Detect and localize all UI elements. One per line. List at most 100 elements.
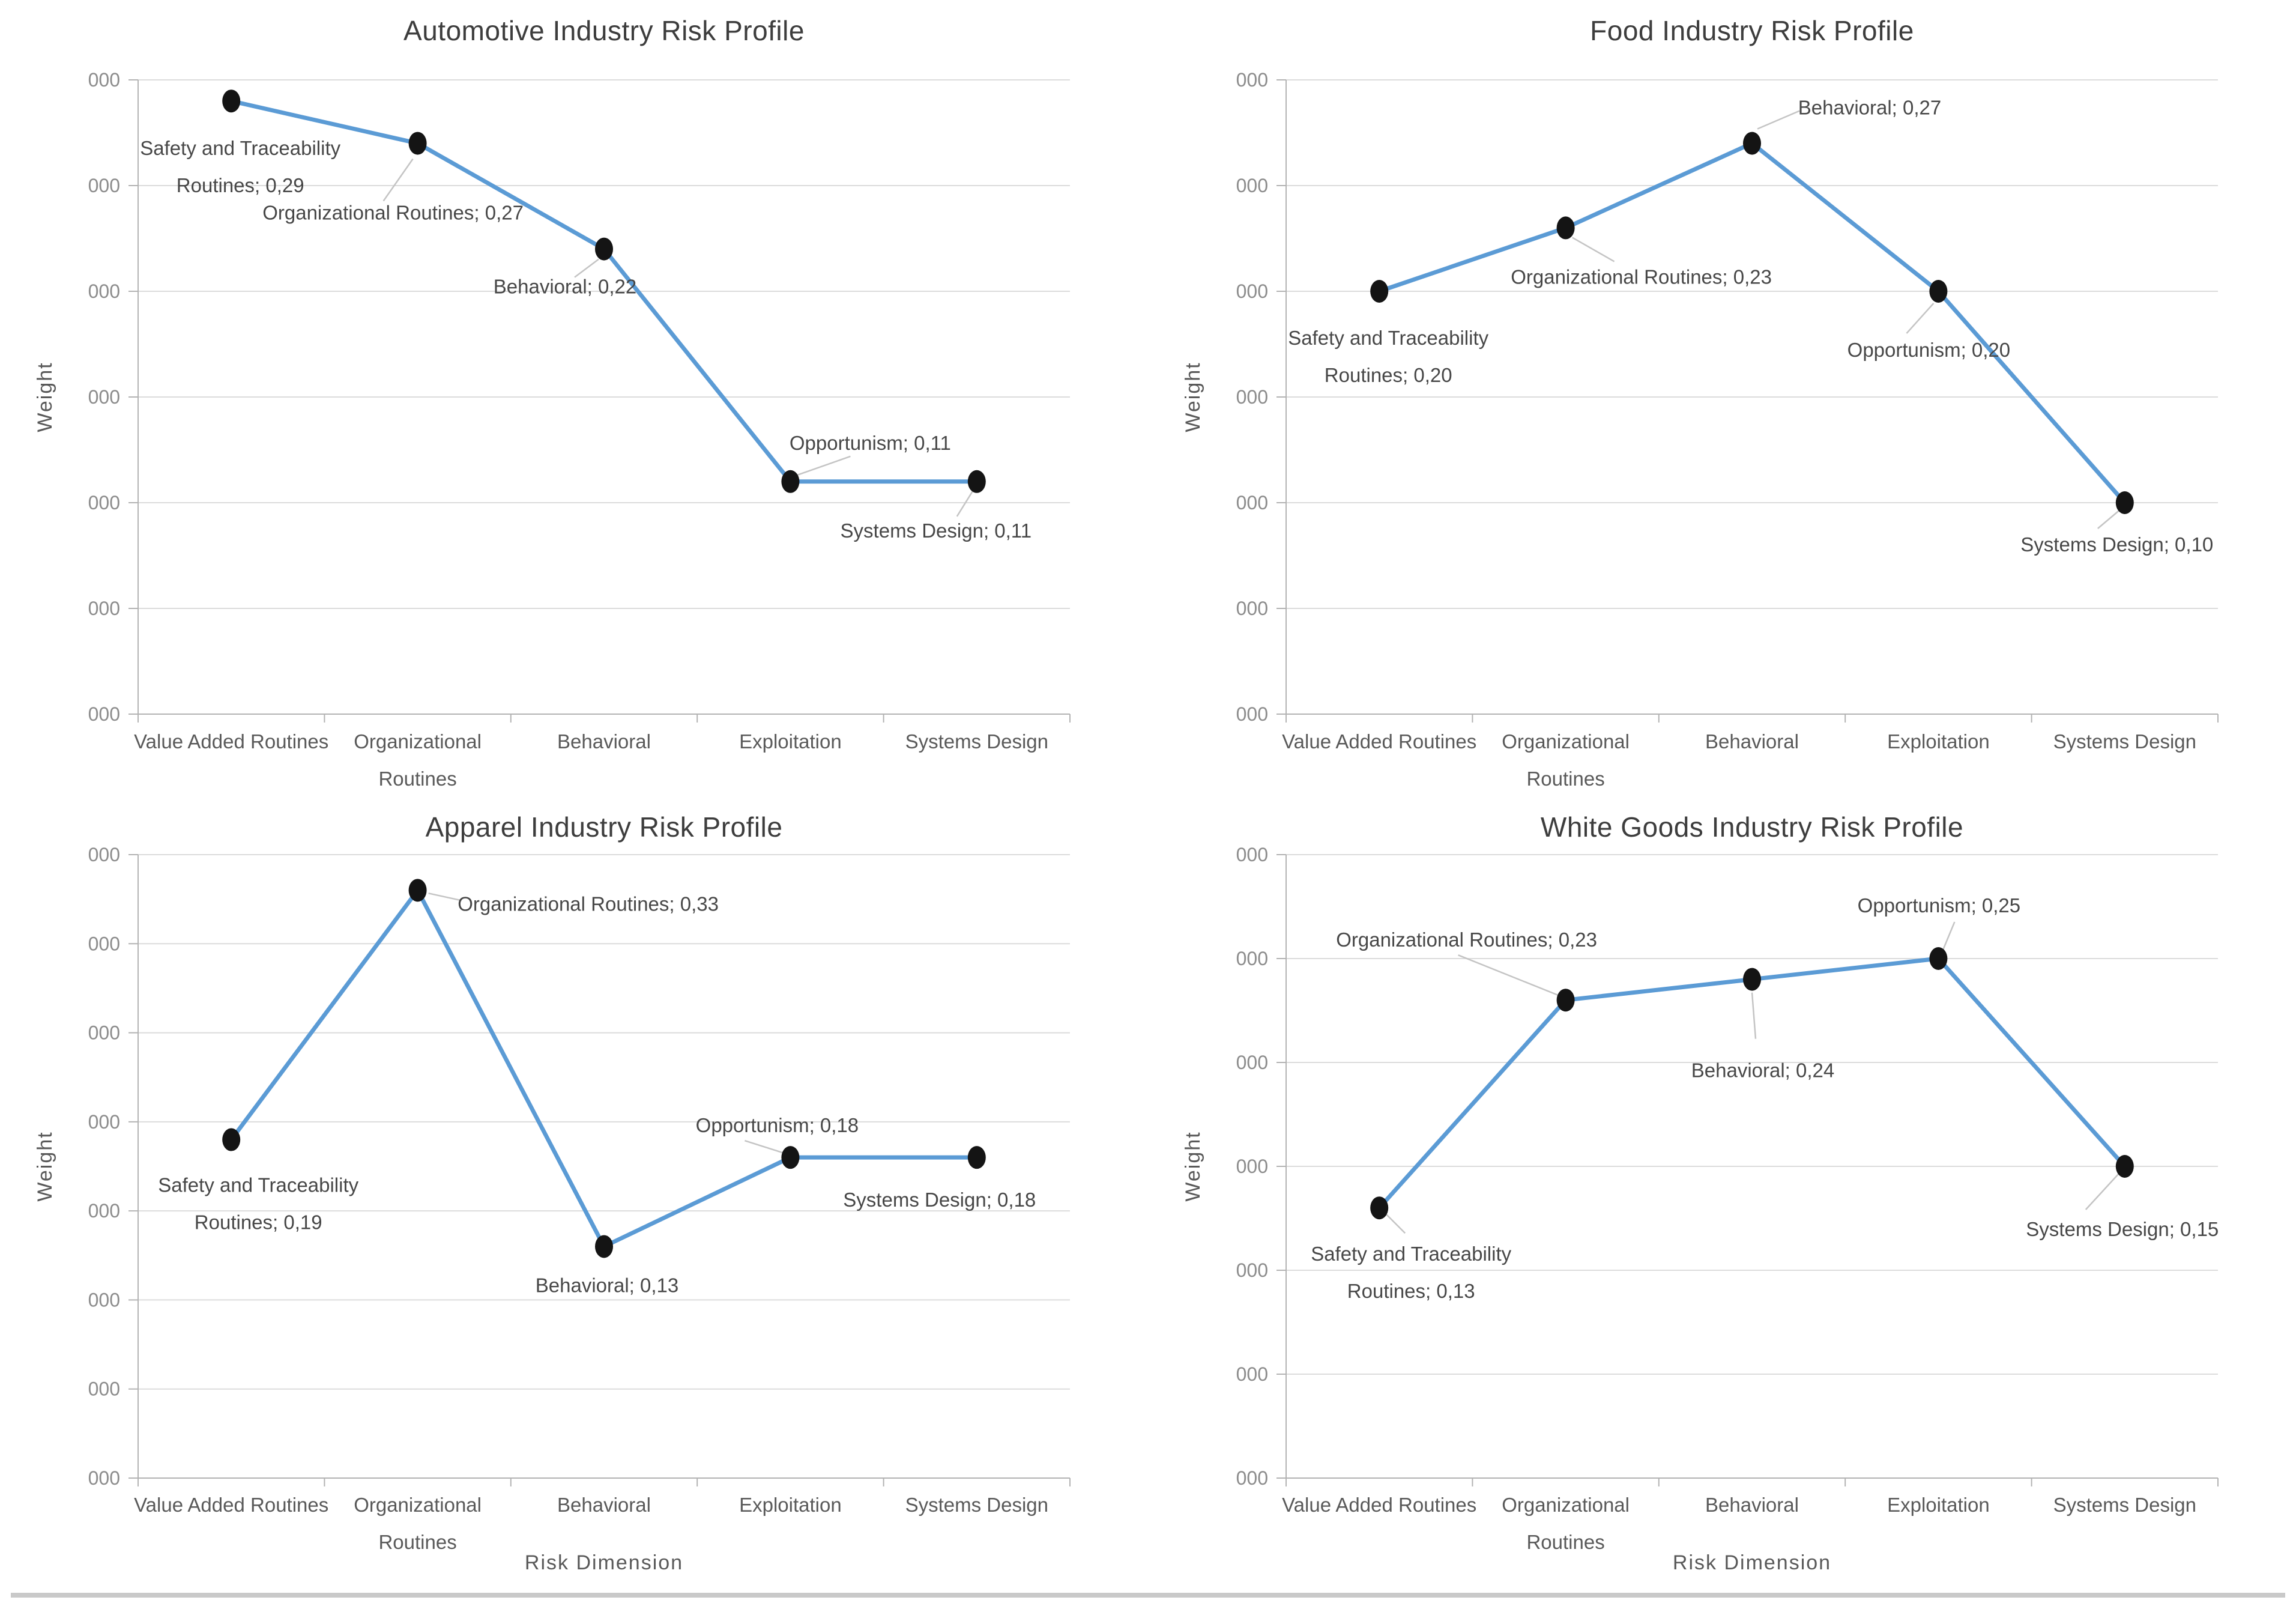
y-tick-label: 000 (88, 598, 120, 619)
data-label: Systems Design; 0,18 (843, 1189, 1036, 1211)
y-tick-label: 000 (1236, 1259, 1268, 1281)
data-point-marker (1929, 947, 1948, 970)
data-label: Systems Design; 0,15 (2026, 1218, 2219, 1240)
leader-line (1757, 110, 1800, 130)
y-axis-title: Weight (34, 362, 56, 432)
chart-title: Automotive Industry Risk Profile (403, 15, 805, 46)
category-label: Organizational Routines (354, 730, 482, 790)
y-tick-label: 000 (88, 280, 120, 302)
category-label: Value Added Routines (134, 1494, 328, 1516)
apparel-risk-chart: Apparel Industry Risk Profile 000 000 000 0… (0, 808, 1148, 1615)
y-tick-label: 000 (88, 844, 120, 865)
leader-line (1458, 954, 1559, 996)
y-tick-label: 000 (88, 1111, 120, 1133)
data-point-marker (967, 1146, 986, 1169)
y-tick-label: 000 (1236, 948, 1268, 969)
data-point-marker (222, 1128, 241, 1151)
leader-line (745, 1139, 783, 1154)
y-tick-label: 000 (1236, 703, 1268, 725)
data-label: Opportunism; 0,18 (696, 1114, 859, 1136)
y-tick-label: 000 (88, 386, 120, 408)
category-label: Behavioral (1705, 730, 1799, 753)
data-label: Systems Design; 0,11 (841, 520, 1032, 542)
y-tick-label: 000 (88, 69, 120, 91)
white-goods-risk-chart: White Goods Industry Risk Profile 000 000… (1148, 808, 2296, 1615)
data-point-marker (408, 132, 427, 155)
category-label: Behavioral (1705, 1494, 1799, 1516)
data-point-marker (1929, 280, 1948, 303)
data-label: Organizational Routines; 0,23 (1336, 929, 1597, 951)
y-tick-label: 000 (1236, 175, 1268, 196)
y-tick-label: 000 (1236, 844, 1268, 865)
data-label: Safety and Traceability Routines; 0,19 (158, 1174, 358, 1234)
line-plot: 000 000 000 000 000 000 000 Safety and Traceabi… (1182, 69, 2219, 790)
leader-line (2085, 1172, 2121, 1210)
line-plot: 000 000 000 000 000 000 000 Safety and Traceabi… (1182, 844, 2219, 1574)
y-tick-label: 000 (1236, 492, 1268, 514)
y-tick-label: 000 (88, 1200, 120, 1222)
category-label: Exploitation (1887, 1494, 1990, 1516)
category-label: Systems Design (905, 1494, 1048, 1516)
y-tick-label: 000 (88, 933, 120, 954)
data-label: Safety and Traceability Routines; 0,13 (1311, 1243, 1511, 1302)
data-label: Organizational Routines; 0,27 (262, 202, 524, 224)
y-tick-label: 000 (88, 492, 120, 514)
category-label: Value Added Routines (134, 730, 328, 753)
chart-title: Food Industry Risk Profile (1590, 15, 1914, 46)
category-label: Organizational Routines (354, 1494, 482, 1553)
data-label: Opportunism; 0,11 (790, 432, 951, 454)
line-plot: 000 000 000 000 000 000 000 Safety and Traceabi… (34, 69, 1071, 790)
leader-line (1571, 237, 1615, 262)
leader-line (428, 892, 462, 901)
leader-line (1941, 921, 1956, 954)
y-tick-label: 000 (1236, 598, 1268, 619)
data-label: Safety and Traceability Routines; 0,29 (140, 137, 340, 196)
y-tick-label: 000 (1236, 1156, 1268, 1177)
data-label: Opportunism; 0,20 (1847, 339, 2010, 361)
data-label: Organizational Routines; 0,33 (458, 892, 719, 915)
category-label: Behavioral (557, 1494, 651, 1516)
data-label: Behavioral; 0,13 (536, 1274, 679, 1296)
data-label: Systems Design; 0,10 (2020, 533, 2213, 556)
leader-line (2097, 509, 2121, 529)
category-label: Exploitation (739, 730, 842, 753)
data-label: Behavioral; 0,27 (1798, 97, 1942, 119)
x-axis-title: Risk Dimension (525, 1551, 683, 1574)
category-label: Behavioral (557, 730, 651, 753)
y-tick-label: 000 (1236, 1363, 1268, 1385)
data-point-marker (1370, 280, 1389, 303)
data-point-marker (1556, 989, 1575, 1012)
line-plot: 000 000 000 000 000 000 000 000 Safety and Trace… (34, 844, 1071, 1574)
leader-line (1751, 992, 1757, 1039)
chart-title: White Goods Industry Risk Profile (1540, 811, 1964, 843)
data-point-marker (595, 237, 613, 261)
data-point-marker (2115, 1155, 2134, 1178)
y-tick-label: 000 (88, 1022, 120, 1044)
data-label: Behavioral; 0,22 (494, 276, 637, 298)
leader-line (795, 455, 851, 476)
x-axis-title: Risk Dimension (1673, 1551, 1831, 1574)
category-label: Value Added Routines (1282, 1494, 1476, 1516)
data-point-marker (1370, 1196, 1389, 1220)
automotive-risk-chart: Automotive Industry Risk Profile 000 000 0… (0, 0, 1148, 808)
leader-line (1385, 1213, 1406, 1234)
category-label: Organizational Routines (1502, 730, 1630, 790)
category-label: Systems Design (2053, 730, 2196, 753)
y-tick-label: 000 (1236, 69, 1268, 91)
y-axis-title: Weight (34, 1131, 56, 1201)
y-tick-label: 000 (88, 1378, 120, 1400)
y-axis-title: Weight (1182, 1131, 1204, 1201)
data-point-marker (1743, 132, 1761, 155)
data-point-marker (1743, 968, 1761, 991)
data-point-marker (1556, 216, 1575, 240)
data-point-marker (2115, 491, 2134, 514)
y-tick-label: 000 (88, 175, 120, 196)
data-label: Behavioral; 0,24 (1691, 1059, 1835, 1082)
y-tick-label: 000 (88, 1289, 120, 1310)
bottom-divider (11, 1593, 2285, 1598)
series-line (1377, 141, 2127, 505)
leader-line (1906, 303, 1935, 334)
data-point-marker (781, 470, 800, 493)
category-label: Exploitation (739, 1494, 842, 1516)
